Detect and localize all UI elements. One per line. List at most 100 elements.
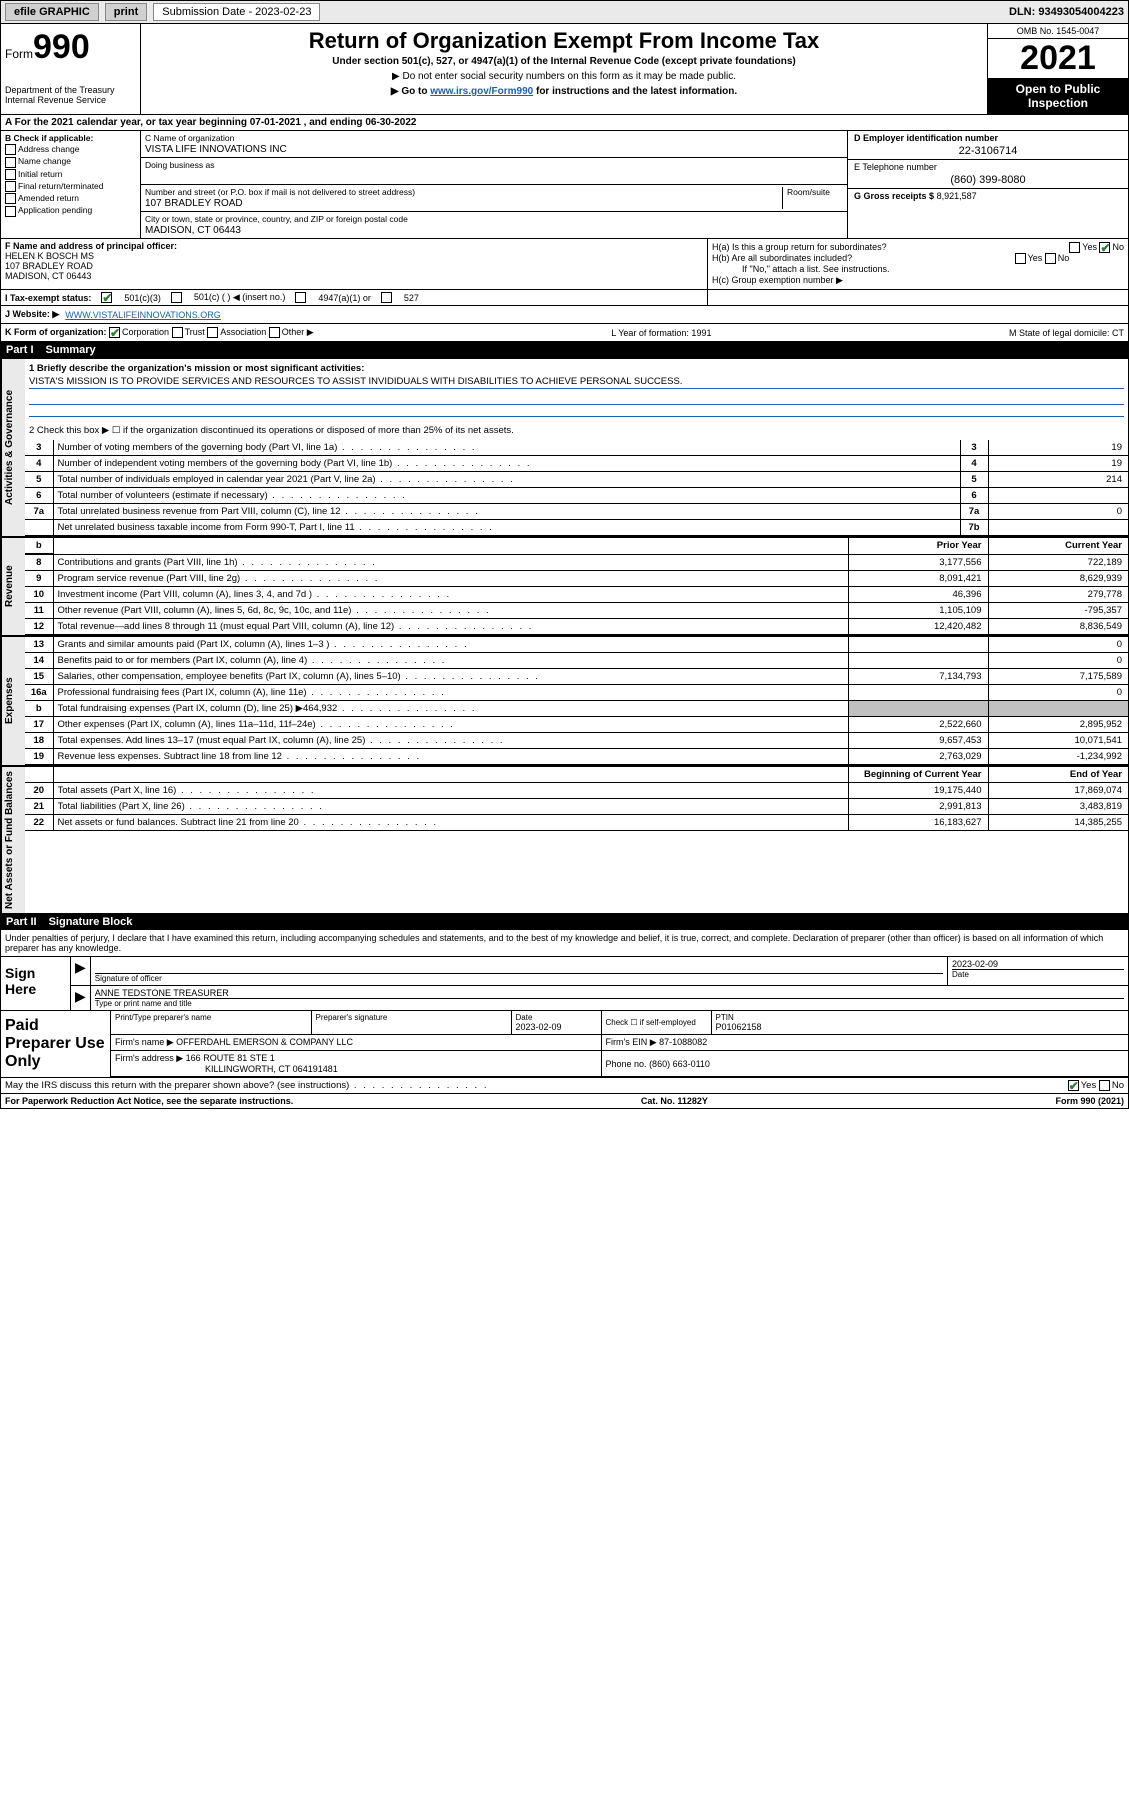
- part2-header: Part II Signature Block: [0, 914, 1129, 930]
- cat-no: Cat. No. 11282Y: [641, 1096, 708, 1106]
- cb-501c[interactable]: [171, 292, 182, 303]
- type-name-label: Type or print name and title: [95, 998, 1124, 1008]
- line-num: 12: [25, 619, 53, 635]
- line-val: 214: [988, 472, 1128, 488]
- submission-date: Submission Date - 2023-02-23: [153, 3, 320, 21]
- dln-label: DLN: 93493054004223: [1009, 6, 1124, 18]
- prior-val: [848, 637, 988, 653]
- line-num: 16a: [25, 685, 53, 701]
- curr-val: -795,357: [988, 603, 1128, 619]
- line-desc: Grants and similar amounts paid (Part IX…: [53, 637, 848, 653]
- ha-line: H(a) Is this a group return for subordin…: [712, 242, 1124, 252]
- line-desc: Net assets or fund balances. Subtract li…: [53, 815, 848, 831]
- telephone-value: (860) 399-8080: [854, 174, 1122, 186]
- line-key: 7a: [960, 504, 988, 520]
- line-num: 7a: [25, 504, 53, 520]
- prior-val: 12,420,482: [848, 619, 988, 635]
- col-curr: Current Year: [988, 538, 1128, 554]
- side-ag: Activities & Governance: [1, 359, 25, 536]
- prior-val: [848, 653, 988, 669]
- firm-addr-label: Firm's address ▶: [115, 1053, 183, 1063]
- c-name-label: C Name of organization: [145, 133, 843, 143]
- opt-assoc: Association: [220, 327, 266, 337]
- summary-rev: Revenue b Prior Year Current Year8 Contr…: [0, 537, 1129, 636]
- b-header: B Check if applicable:: [5, 133, 136, 143]
- line-desc: Net unrelated business taxable income fr…: [53, 520, 960, 536]
- prep-date-label: Date: [516, 1013, 597, 1022]
- line-desc: Total revenue—add lines 8 through 11 (mu…: [53, 619, 848, 635]
- irs-link[interactable]: www.irs.gov/Form990: [430, 86, 533, 97]
- curr-val: 7,175,589: [988, 669, 1128, 685]
- officer-typed-name: ANNE TEDSTONE TREASURER: [95, 988, 1124, 998]
- cb-527[interactable]: [381, 292, 392, 303]
- cb-discuss-yes[interactable]: [1068, 1080, 1079, 1091]
- city-label: City or town, state or province, country…: [145, 214, 843, 224]
- cb-address-change[interactable]: Address change: [5, 144, 136, 155]
- summary-exp: Expenses 13 Grants and similar amounts p…: [0, 636, 1129, 766]
- line-num: 21: [25, 799, 53, 815]
- print-button[interactable]: print: [105, 3, 147, 21]
- line-desc: Other revenue (Part VIII, column (A), li…: [53, 603, 848, 619]
- line-desc: Investment income (Part VIII, column (A)…: [53, 587, 848, 603]
- cb-final-return[interactable]: Final return/terminated: [5, 181, 136, 192]
- phone-label: Phone no.: [606, 1059, 647, 1069]
- cb-initial-return[interactable]: Initial return: [5, 169, 136, 180]
- gross-receipts-label: G Gross receipts $: [854, 191, 934, 201]
- line-desc: Total assets (Part X, line 16): [53, 783, 848, 799]
- row-klm: K Form of organization: Corporation Trus…: [0, 324, 1129, 342]
- cb-amended-return[interactable]: Amended return: [5, 193, 136, 204]
- paid-preparer-label: Paid Preparer Use Only: [1, 1011, 111, 1077]
- ssn-note: ▶ Do not enter social security numbers o…: [147, 71, 981, 82]
- summary-net: Net Assets or Fund Balances Beginning of…: [0, 766, 1129, 914]
- line-val: 19: [988, 456, 1128, 472]
- ptin-value: P01062158: [716, 1022, 1125, 1032]
- curr-val: 0: [988, 653, 1128, 669]
- officer-addr2: MADISON, CT 06443: [5, 271, 703, 281]
- prior-val: 2,522,660: [848, 717, 988, 733]
- boy-val: 2,991,813: [848, 799, 988, 815]
- line-key: 6: [960, 488, 988, 504]
- cb-assoc[interactable]: [207, 327, 218, 338]
- omb-number: OMB No. 1545-0047: [988, 24, 1128, 39]
- briefly-label: 1 Briefly describe the organization's mi…: [29, 363, 1124, 374]
- line-desc: Number of independent voting members of …: [53, 456, 960, 472]
- line-desc: Total number of individuals employed in …: [53, 472, 960, 488]
- cb-trust[interactable]: [172, 327, 183, 338]
- side-exp: Expenses: [1, 637, 25, 765]
- room-suite-label: Room/suite: [783, 187, 843, 209]
- cb-4947[interactable]: [295, 292, 306, 303]
- line-num: 5: [25, 472, 53, 488]
- cb-501c3[interactable]: [101, 292, 112, 303]
- line-key: 7b: [960, 520, 988, 536]
- instructions-link-line: ▶ Go to www.irs.gov/Form990 for instruct…: [147, 86, 981, 97]
- discuss-text: May the IRS discuss this return with the…: [5, 1080, 488, 1091]
- cb-application-pending[interactable]: Application pending: [5, 205, 136, 216]
- hb-line: H(b) Are all subordinates included? Yes …: [712, 253, 1124, 263]
- cb-name-change[interactable]: Name change: [5, 156, 136, 167]
- form-subtitle: Under section 501(c), 527, or 4947(a)(1)…: [147, 56, 981, 67]
- part2-label: Part II: [6, 916, 37, 928]
- summary-ag: Activities & Governance 1 Briefly descri…: [0, 358, 1129, 537]
- check-self-employed[interactable]: Check ☐ if self-employed: [601, 1011, 711, 1035]
- cb-corp[interactable]: [109, 327, 120, 338]
- eoy-val: 14,385,255: [988, 815, 1128, 831]
- prior-val: 7,134,793: [848, 669, 988, 685]
- line-num: b: [25, 701, 53, 717]
- row-f-h: F Name and address of principal officer:…: [0, 239, 1129, 290]
- col-boy: Beginning of Current Year: [848, 767, 988, 783]
- cb-discuss-no[interactable]: [1099, 1080, 1110, 1091]
- opt-trust: Trust: [185, 327, 205, 337]
- prior-val: 46,396: [848, 587, 988, 603]
- prep-sig-label: Preparer's signature: [316, 1013, 507, 1022]
- table-net: Beginning of Current Year End of Year20 …: [25, 767, 1128, 831]
- cb-other[interactable]: [269, 327, 280, 338]
- curr-val: 8,629,939: [988, 571, 1128, 587]
- declaration-text: Under penalties of perjury, I declare th…: [1, 930, 1128, 956]
- period-line: A For the 2021 calendar year, or tax yea…: [0, 115, 1129, 131]
- org-name: VISTA LIFE INNOVATIONS INC: [145, 144, 843, 155]
- department-label: Department of the Treasury Internal Reve…: [5, 85, 136, 105]
- website-link[interactable]: WWW.VISTALIFEINNOVATIONS.ORG: [65, 310, 221, 320]
- top-toolbar: efile GRAPHIC print Submission Date - 20…: [0, 0, 1129, 24]
- efile-label: efile GRAPHIC: [5, 3, 99, 21]
- note2-pre: ▶ Go to: [391, 86, 430, 97]
